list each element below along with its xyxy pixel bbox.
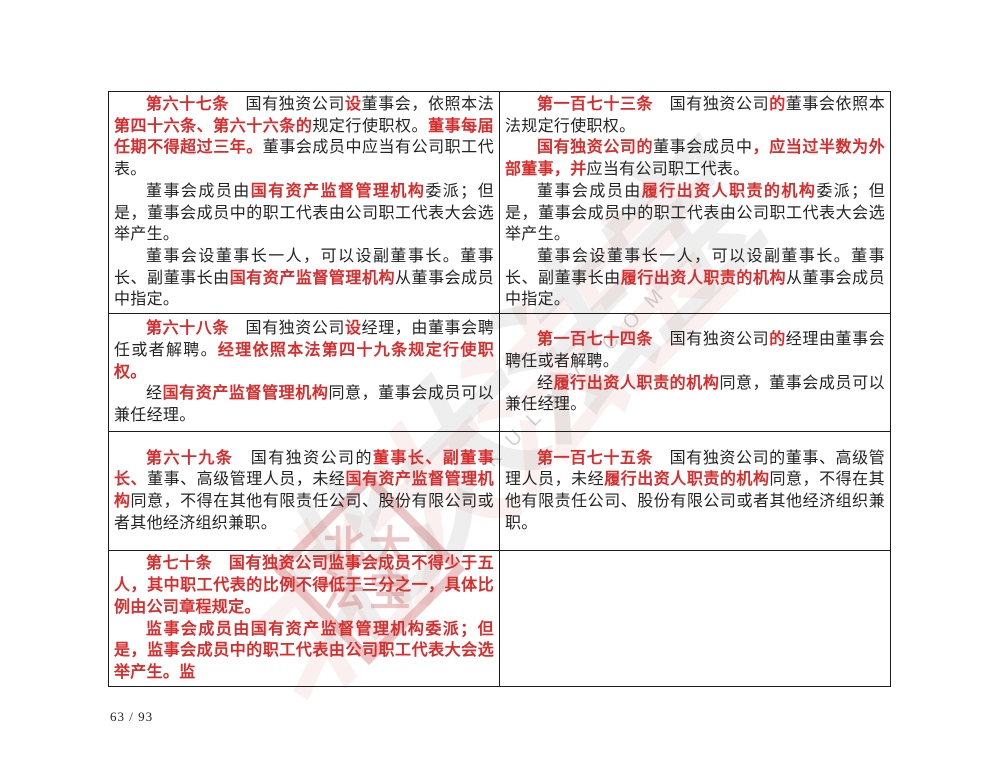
changed-text-segment: 第一百七十三条 (537, 96, 654, 113)
text-segment: 董事会依照本法规定行使职权。 (505, 96, 885, 135)
changed-text-segment: 第四十六条、第六十六条的 (114, 117, 313, 135)
old-law-article-68-cell: 第六十八条 国有独资公司设经理，由董事会聘任或者解聘。经理依照本法第四十九条规定… (108, 313, 500, 433)
text-segment: 董事会设董事长一人，可以设副董事长。董事长、副董事长由 (114, 247, 494, 287)
changed-text-segment: 履行出资人职责的机构 (620, 269, 787, 287)
empty-cell (499, 550, 891, 688)
article-paragraph: 经履行出资人职责的机构同意，董事会成员可以兼任经理。 (505, 373, 885, 416)
text-segment: 董事会成员由 (537, 182, 642, 200)
article-paragraph: 监事会成员由国有资产监督管理机构委派；但是，监事会成员中的职工代表由公司职工代表… (114, 619, 494, 684)
new-law-article-175-cell: 第一百七十五条 国有独资公司的董事、高级管理人员，未经履行出资人职责的机构同意，… (499, 431, 891, 552)
changed-text-segment: 经理依照本法第四十九条规定行使职权。 (114, 341, 494, 381)
text-segment: 应当有公司职工代表。 (586, 161, 750, 179)
table-row: 第七十条 国有独资公司监事会成员不得少于五人，其中职工代表的比例不得低于三分之一… (108, 550, 891, 688)
article-paragraph: 第一百七十五条 国有独资公司的董事、高级管理人员，未经履行出资人职责的机构同意，… (505, 448, 885, 535)
changed-text-segment: 国有资产监督管理机构 (229, 269, 396, 287)
text-segment: 经 (146, 385, 163, 403)
text-segment: 经理由董事会聘任或者解聘。 (505, 331, 885, 370)
new-law-article-173-cell: 第一百七十三条 国有独资公司的董事会依照本法规定行使职权。 国有独资公司的董事会成… (499, 90, 891, 315)
text-segment: 董事会成员中 (653, 139, 753, 157)
text-segment: 同意，不得在其他有限责任公司、股份有限公司或者其他经济组织兼职。 (505, 471, 885, 532)
text-segment: 董事会设董事长一人，可以设副董事长。董事长、副董事长由 (505, 247, 885, 287)
changed-text-segment: 监事会成员由国有资产监督管理机构委派；但是，监事会成员中的职工代表由公司职工代表… (114, 620, 494, 681)
changed-text-segment: 第六十七条 (146, 96, 229, 113)
table-row: 第六十九条 国有独资公司的董事长、副董事长、董事、高级管理人员，未经国有资产监督… (108, 431, 891, 552)
text-segment: 董事会成员由 (146, 182, 251, 200)
changed-text-segment: 第七十条 国有独资公司监事会成员不得少于五人，其中职工代表的比例不得低于三分之一… (114, 555, 494, 616)
article-paragraph: 第六十七条 国有独资公司设董事会，依照本法第四十六条、第六十六条的规定行使职权。… (114, 94, 494, 181)
table-row: 第六十七条 国有独资公司设董事会，依照本法第四十六条、第六十六条的规定行使职权。… (108, 90, 891, 315)
changed-text-segment: 董事每届任期不得超过三年。 (114, 117, 494, 157)
text-segment: 同意，董事会成员可以兼任经理。 (114, 385, 494, 425)
page-number: 63 / 93 (110, 709, 154, 724)
article-paragraph: 第七十条 国有独资公司监事会成员不得少于五人，其中职工代表的比例不得低于三分之一… (114, 553, 494, 618)
text-segment: 同意，不得在其他有限责任公司、股份有限公司或者其他经济组织兼职。 (114, 493, 494, 532)
text-segment: 国有独资公司 (228, 96, 346, 113)
text-segment: 规定行使职权。 (312, 117, 429, 135)
text-segment: 经理，由董事会聘任或者解聘。 (114, 320, 494, 359)
article-paragraph: 董事会设董事长一人，可以设副董事长。董事长、副董事长由履行出资人职责的机构从董事… (505, 246, 885, 311)
changed-text-segment: 第一百七十四条 (537, 331, 654, 349)
changed-text-segment: 的 (769, 96, 786, 113)
text-segment: 国有独资公司 (653, 96, 770, 113)
changed-text-segment: 设 (345, 320, 362, 338)
text-segment: 董事、高级管理人员，未经 (147, 471, 346, 489)
text-segment: 委派；但是，董事会成员中的职工代表由公司职工代表大会选举产生。 (505, 182, 885, 244)
article-paragraph: 董事会设董事长一人，可以设副董事长。董事长、副董事长由国有资产监督管理机构从董事… (114, 246, 494, 311)
text-segment: 国有独资公司的董事、高级管理人员，未经 (505, 449, 885, 489)
text-segment: 国有独资公司 (228, 320, 346, 338)
law-comparison-table: 第六十七条 国有独资公司设董事会，依照本法第四十六条、第六十六条的规定行使职权。… (108, 90, 891, 688)
changed-text-segment: ，应当过半数为外部董事，并 (505, 139, 885, 179)
text-segment: 董事会，依照本法 (361, 96, 494, 113)
text-segment: 国有独资公司 (653, 331, 770, 349)
changed-text-segment: 的 (769, 331, 786, 349)
changed-text-segment: 履行出资人职责的机构 (553, 374, 720, 392)
article-paragraph: 董事会成员由国有资产监督管理机构委派；但是，董事会成员中的职工代表由公司职工代表… (114, 181, 494, 246)
old-law-article-70-cell: 第七十条 国有独资公司监事会成员不得少于五人，其中职工代表的比例不得低于三分之一… (108, 550, 500, 688)
changed-text-segment: 设 (345, 96, 362, 113)
text-segment: 从董事会成员中指定。 (114, 269, 494, 309)
changed-text-segment: 第六十八条 (146, 320, 229, 338)
old-law-article-67-cell: 第六十七条 国有独资公司设董事会，依照本法第四十六条、第六十六条的规定行使职权。… (108, 90, 500, 315)
changed-text-segment: 第六十九条 (146, 449, 234, 467)
article-paragraph: 第一百七十四条 国有独资公司的经理由董事会聘任或者解聘。 (505, 329, 885, 372)
old-law-article-69-cell: 第六十九条 国有独资公司的董事长、副董事长、董事、高级管理人员，未经国有资产监督… (108, 431, 500, 552)
text-segment: 经 (537, 374, 554, 392)
changed-text-segment: 国有资产监督管理机构 (114, 471, 494, 511)
changed-text-segment: 履行出资人职责的机构 (604, 471, 770, 489)
changed-text-segment: 履行出资人职责的机构 (641, 182, 817, 200)
table-row: 第六十八条 国有独资公司设经理，由董事会聘任或者解聘。经理依照本法第四十九条规定… (108, 313, 891, 433)
article-paragraph: 经国有资产监督管理机构同意，董事会成员可以兼任经理。 (114, 383, 494, 426)
article-paragraph: 第一百七十三条 国有独资公司的董事会依照本法规定行使职权。 (505, 94, 885, 137)
text-segment: 委派；但是，董事会成员中的职工代表由公司职工代表大会选举产生。 (114, 182, 494, 244)
new-law-article-174-cell: 第一百七十四条 国有独资公司的经理由董事会聘任或者解聘。 经履行出资人职责的机构同… (499, 313, 891, 433)
changed-text-segment: 国有资产监督管理机构 (162, 385, 329, 403)
text-segment: 从董事会成员中指定。 (505, 269, 885, 309)
article-paragraph: 董事会成员由履行出资人职责的机构委派；但是，董事会成员中的职工代表由公司职工代表… (505, 181, 885, 246)
changed-text-segment: 第一百七十五条 (537, 449, 654, 467)
changed-text-segment: 国有资产监督管理机构 (250, 182, 426, 200)
changed-text-segment: 国有独资公司的 (537, 139, 654, 157)
article-paragraph: 第六十九条 国有独资公司的董事长、副董事长、董事、高级管理人员，未经国有资产监督… (114, 448, 494, 535)
text-segment: 同意，董事会成员可以兼任经理。 (505, 374, 885, 414)
changed-text-segment: 董事长、副董事长、 (114, 449, 494, 489)
article-paragraph: 第六十八条 国有独资公司设经理，由董事会聘任或者解聘。经理依照本法第四十九条规定… (114, 318, 494, 383)
article-paragraph: 国有独资公司的董事会成员中，应当过半数为外部董事，并应当有公司职工代表。 (505, 137, 885, 180)
text-segment: 董事会成员中应当有公司职工代表。 (114, 139, 495, 179)
text-segment: 国有独资公司的 (233, 449, 373, 467)
